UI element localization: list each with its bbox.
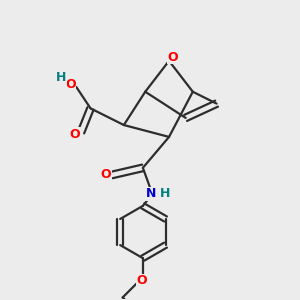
Text: O: O	[70, 128, 80, 141]
Text: O: O	[167, 51, 178, 64]
Text: H: H	[160, 188, 171, 200]
Text: O: O	[136, 274, 147, 287]
Text: H: H	[56, 71, 66, 84]
Text: N: N	[146, 188, 156, 200]
Text: O: O	[65, 78, 76, 91]
Text: O: O	[101, 169, 111, 182]
